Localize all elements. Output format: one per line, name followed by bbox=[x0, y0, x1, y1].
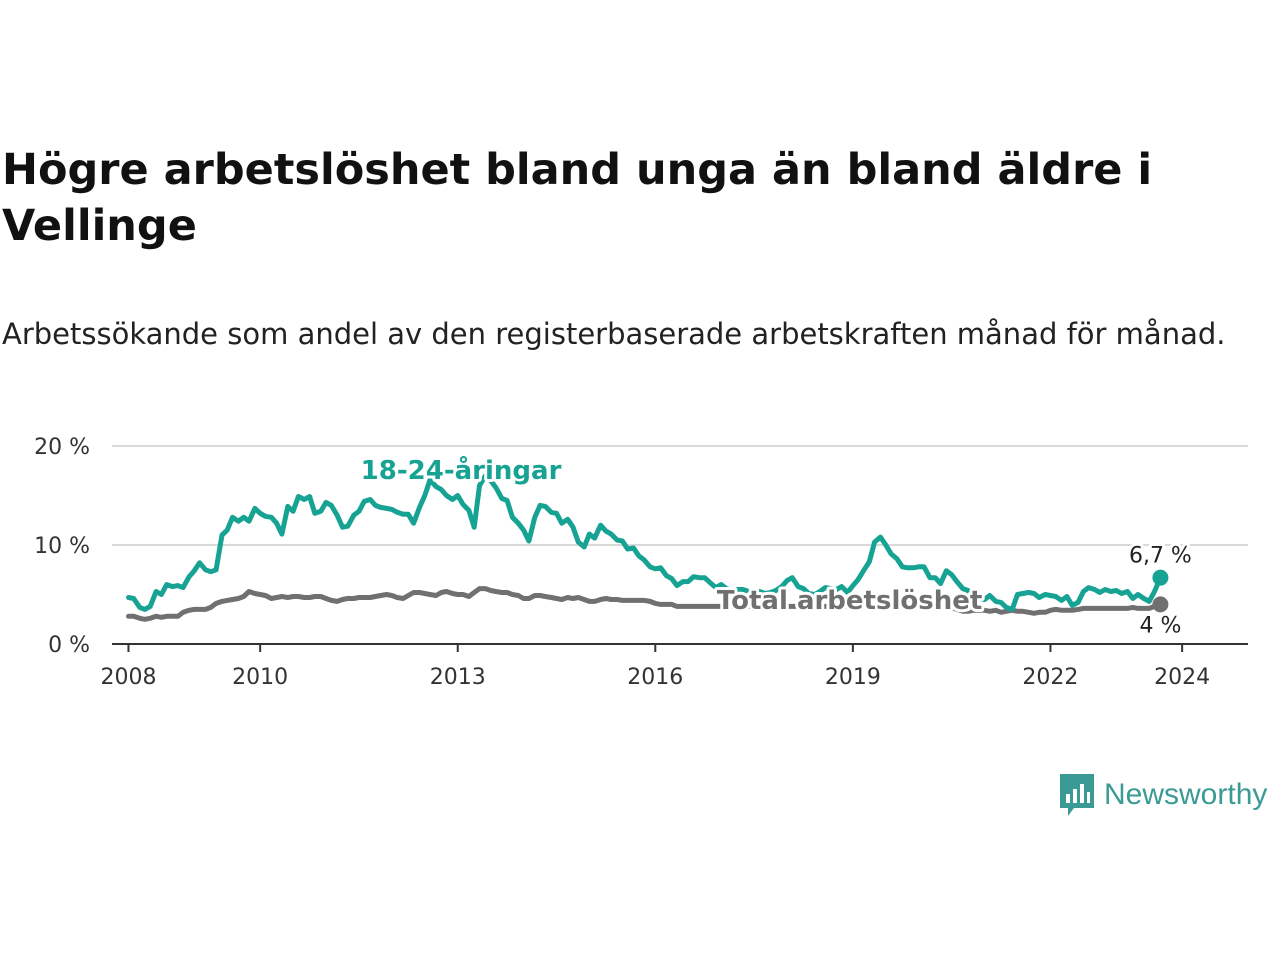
brand-logo[interactable]: Newsworthy bbox=[1058, 772, 1267, 818]
end-label-youth-halo: 6,7 % bbox=[1129, 544, 1192, 569]
x-tick-label-2013: 2013 bbox=[430, 665, 486, 690]
chart-subtitle: Arbetssökande som andel av den registerb… bbox=[2, 317, 1226, 351]
series-line-youth bbox=[126, 473, 1163, 612]
end-label-total: 4 % bbox=[1139, 613, 1181, 638]
series-label-youth-halo: 18-24-åringar bbox=[361, 454, 562, 486]
newsworthy-logo-icon bbox=[1060, 774, 1094, 816]
gridlines: 0 % 10 % 20 % bbox=[34, 435, 1248, 658]
end-label-total-halo: 4 % bbox=[1139, 613, 1181, 638]
series-label-total: Total arbetslöshet bbox=[717, 586, 982, 616]
x-tick-label-2016: 2016 bbox=[627, 665, 683, 690]
end-point-youth bbox=[1152, 569, 1169, 586]
y-tick-label-10: 10 % bbox=[34, 534, 90, 559]
x-tick-label-2024: 2024 bbox=[1154, 665, 1210, 690]
end-label-youth: 6,7 % bbox=[1129, 544, 1192, 569]
y-tick-label-20: 20 % bbox=[34, 435, 90, 460]
x-tick-label-2010: 2010 bbox=[232, 665, 288, 690]
chart-title: Högre arbetslöshet bland unga än bland ä… bbox=[2, 145, 1153, 251]
x-tick-label-2019: 2019 bbox=[825, 665, 881, 690]
series-lines bbox=[126, 473, 1169, 622]
series-label-youth: 18-24-åringar bbox=[361, 454, 562, 486]
series-label-total-halo: Total arbetslöshet bbox=[717, 586, 982, 616]
x-axis-ticks: 2008 2010 2013 2016 2019 2022 2024 bbox=[100, 643, 1248, 690]
series-line-total bbox=[126, 586, 1163, 622]
y-tick-label-0: 0 % bbox=[48, 633, 90, 658]
end-point-total bbox=[1152, 596, 1169, 613]
x-tick-label-2008: 2008 bbox=[100, 665, 156, 690]
x-tick-label-2022: 2022 bbox=[1022, 665, 1078, 690]
brand-name: Newsworthy bbox=[1104, 778, 1268, 811]
